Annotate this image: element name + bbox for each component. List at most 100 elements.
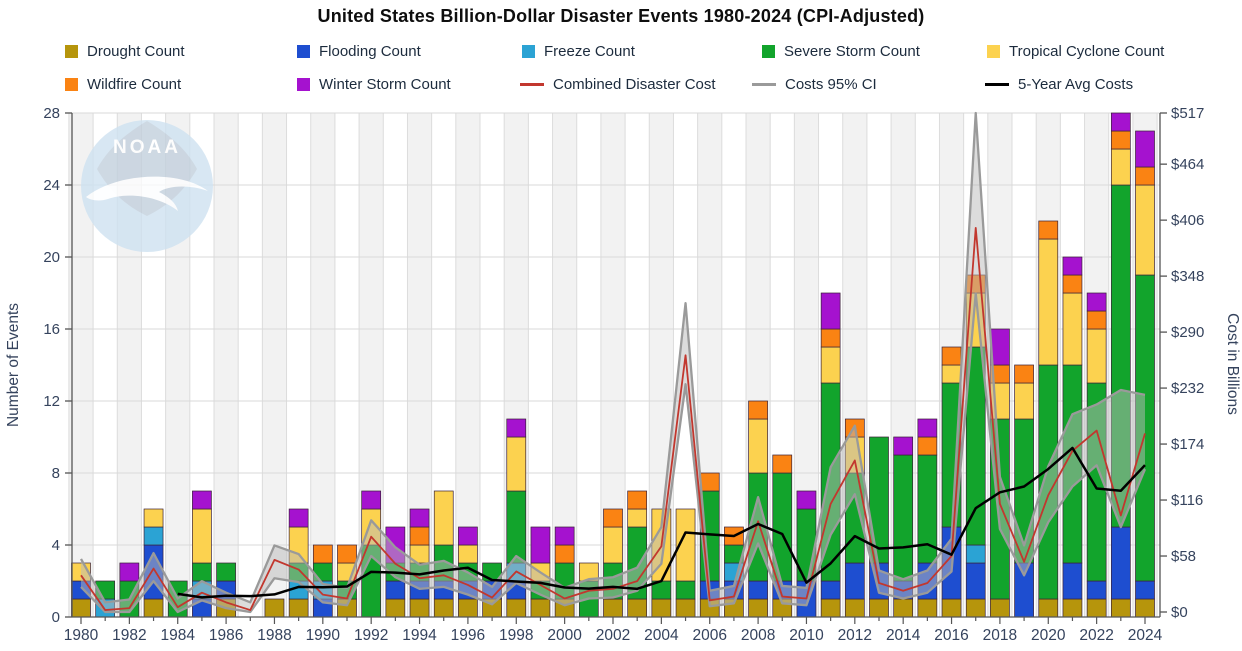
legend-item-flooding-count[interactable]: Flooding Count bbox=[297, 41, 421, 61]
bar-segment bbox=[627, 490, 648, 510]
x-axis-tick: 2008 bbox=[741, 627, 775, 644]
bar-segment bbox=[941, 346, 962, 366]
bar-segment bbox=[941, 598, 962, 618]
bar-segment bbox=[748, 598, 768, 618]
legend-item-drought-count[interactable]: Drought Count bbox=[65, 41, 185, 61]
legend-color-swatch bbox=[297, 77, 310, 91]
legend-label: Combined Disaster Cost bbox=[553, 75, 716, 93]
left-axis-tick: 0 bbox=[52, 609, 60, 626]
bar-segment bbox=[361, 490, 382, 510]
bar-segment bbox=[1086, 598, 1107, 618]
bar-segment bbox=[1062, 292, 1083, 366]
bar-segment bbox=[554, 526, 575, 546]
bar-segment bbox=[312, 544, 333, 564]
x-axis-tick: 2024 bbox=[1128, 627, 1163, 644]
x-axis-tick: 1996 bbox=[451, 627, 485, 644]
bar-segment bbox=[820, 598, 841, 618]
legend-label: Costs 95% CI bbox=[785, 75, 877, 93]
left-axis-tick: 20 bbox=[43, 249, 60, 266]
legend-label: Severe Storm Count bbox=[784, 42, 920, 60]
legend-label: Freeze Count bbox=[544, 42, 635, 60]
legend-item-tropical-cyclone-count[interactable]: Tropical Cyclone Count bbox=[987, 41, 1164, 61]
legend-color-swatch bbox=[297, 44, 310, 58]
bar-segment bbox=[1062, 562, 1083, 600]
bar-segment bbox=[143, 526, 164, 546]
bar-segment bbox=[869, 598, 889, 618]
legend-item-severe-storm-count[interactable]: Severe Storm Count bbox=[762, 41, 920, 61]
five-year-avg-line bbox=[177, 446, 1146, 599]
bar-segment bbox=[1086, 310, 1107, 330]
bar-segment bbox=[603, 508, 623, 528]
legend-line-swatch bbox=[985, 82, 1009, 86]
right-axis-tick: $232 bbox=[1171, 380, 1204, 397]
bar-segment bbox=[264, 598, 285, 618]
bar-segment bbox=[192, 490, 212, 510]
bar-segment bbox=[458, 526, 478, 546]
bar-segment bbox=[1038, 220, 1059, 240]
legend-item-costs-95-ci[interactable]: Costs 95% CI bbox=[752, 74, 877, 94]
bar-segment bbox=[119, 562, 140, 582]
combined-cost-line bbox=[80, 226, 1146, 611]
legend-item-wildfire-count[interactable]: Wildfire Count bbox=[65, 74, 181, 94]
legend-color-swatch bbox=[522, 44, 535, 58]
x-axis-tick: 2010 bbox=[789, 627, 824, 644]
x-axis-tick: 2018 bbox=[983, 627, 1017, 644]
bar-segment bbox=[965, 598, 986, 618]
legend-label: Flooding Count bbox=[319, 42, 421, 60]
bar-segment bbox=[1038, 598, 1059, 618]
bar-segment bbox=[772, 454, 793, 474]
x-axis-tick: 2014 bbox=[886, 627, 921, 644]
right-axis-tick: $116 bbox=[1171, 492, 1203, 509]
bar-segment bbox=[1135, 598, 1155, 618]
x-axis-tick: 1988 bbox=[257, 627, 291, 644]
legend-item-5-year-avg-costs[interactable]: 5-Year Avg Costs bbox=[985, 74, 1133, 94]
bar-segment bbox=[1062, 256, 1083, 276]
bar-segment bbox=[506, 598, 527, 618]
x-axis-tick: 1990 bbox=[306, 627, 341, 644]
right-axis-tick: $174 bbox=[1171, 436, 1204, 453]
legend-item-winter-storm-count[interactable]: Winter Storm Count bbox=[297, 74, 451, 94]
left-axis-tick: 12 bbox=[43, 393, 60, 410]
right-axis-tick: $517 bbox=[1171, 105, 1204, 122]
bar-segment bbox=[1135, 166, 1155, 186]
legend-item-freeze-count[interactable]: Freeze Count bbox=[522, 41, 635, 61]
bar-segment bbox=[917, 436, 938, 456]
x-axis-tick: 2012 bbox=[838, 627, 872, 644]
x-axis-tick: 2000 bbox=[547, 627, 582, 644]
x-axis-tick: 2002 bbox=[596, 627, 630, 644]
x-axis-tick: 2016 bbox=[934, 627, 968, 644]
bar-segment bbox=[941, 364, 962, 384]
right-axis-tick: $290 bbox=[1171, 324, 1204, 341]
bar-segment bbox=[844, 562, 865, 600]
legend-label: Drought Count bbox=[87, 42, 185, 60]
bar-segment bbox=[965, 544, 986, 564]
x-axis-tick: 1998 bbox=[499, 627, 533, 644]
bar-segment bbox=[820, 346, 841, 384]
bar-segment bbox=[409, 598, 430, 618]
noaa-logo-watermark: NOAA bbox=[81, 120, 213, 252]
left-axis-tick: 4 bbox=[52, 537, 60, 554]
bar-segment bbox=[1086, 580, 1107, 600]
legend-line-swatch bbox=[520, 82, 544, 86]
left-axis-tick: 16 bbox=[43, 321, 60, 338]
bar-segment bbox=[820, 292, 841, 330]
bar-segment bbox=[748, 418, 768, 474]
axes bbox=[65, 112, 1167, 624]
legend-item-combined-disaster-cost[interactable]: Combined Disaster Cost bbox=[520, 74, 716, 94]
right-axis-label: Cost in Billions bbox=[1224, 313, 1241, 415]
x-axis-tick: 1982 bbox=[112, 627, 146, 644]
bar-segment bbox=[1110, 598, 1131, 618]
bar-segment bbox=[675, 508, 696, 582]
legend-color-swatch bbox=[762, 44, 775, 58]
bar-segment bbox=[458, 544, 478, 564]
bar-segment bbox=[603, 526, 623, 564]
bar-segment bbox=[506, 490, 527, 564]
legend-color-swatch bbox=[65, 44, 78, 58]
axis-tick-labels: 0481216202428$0$58$116$174$232$290$348$4… bbox=[5, 105, 1241, 644]
x-axis-tick: 2004 bbox=[644, 627, 679, 644]
x-axis-tick: 2006 bbox=[692, 627, 726, 644]
bar-segment bbox=[1110, 112, 1131, 132]
bar-segment bbox=[675, 598, 696, 618]
